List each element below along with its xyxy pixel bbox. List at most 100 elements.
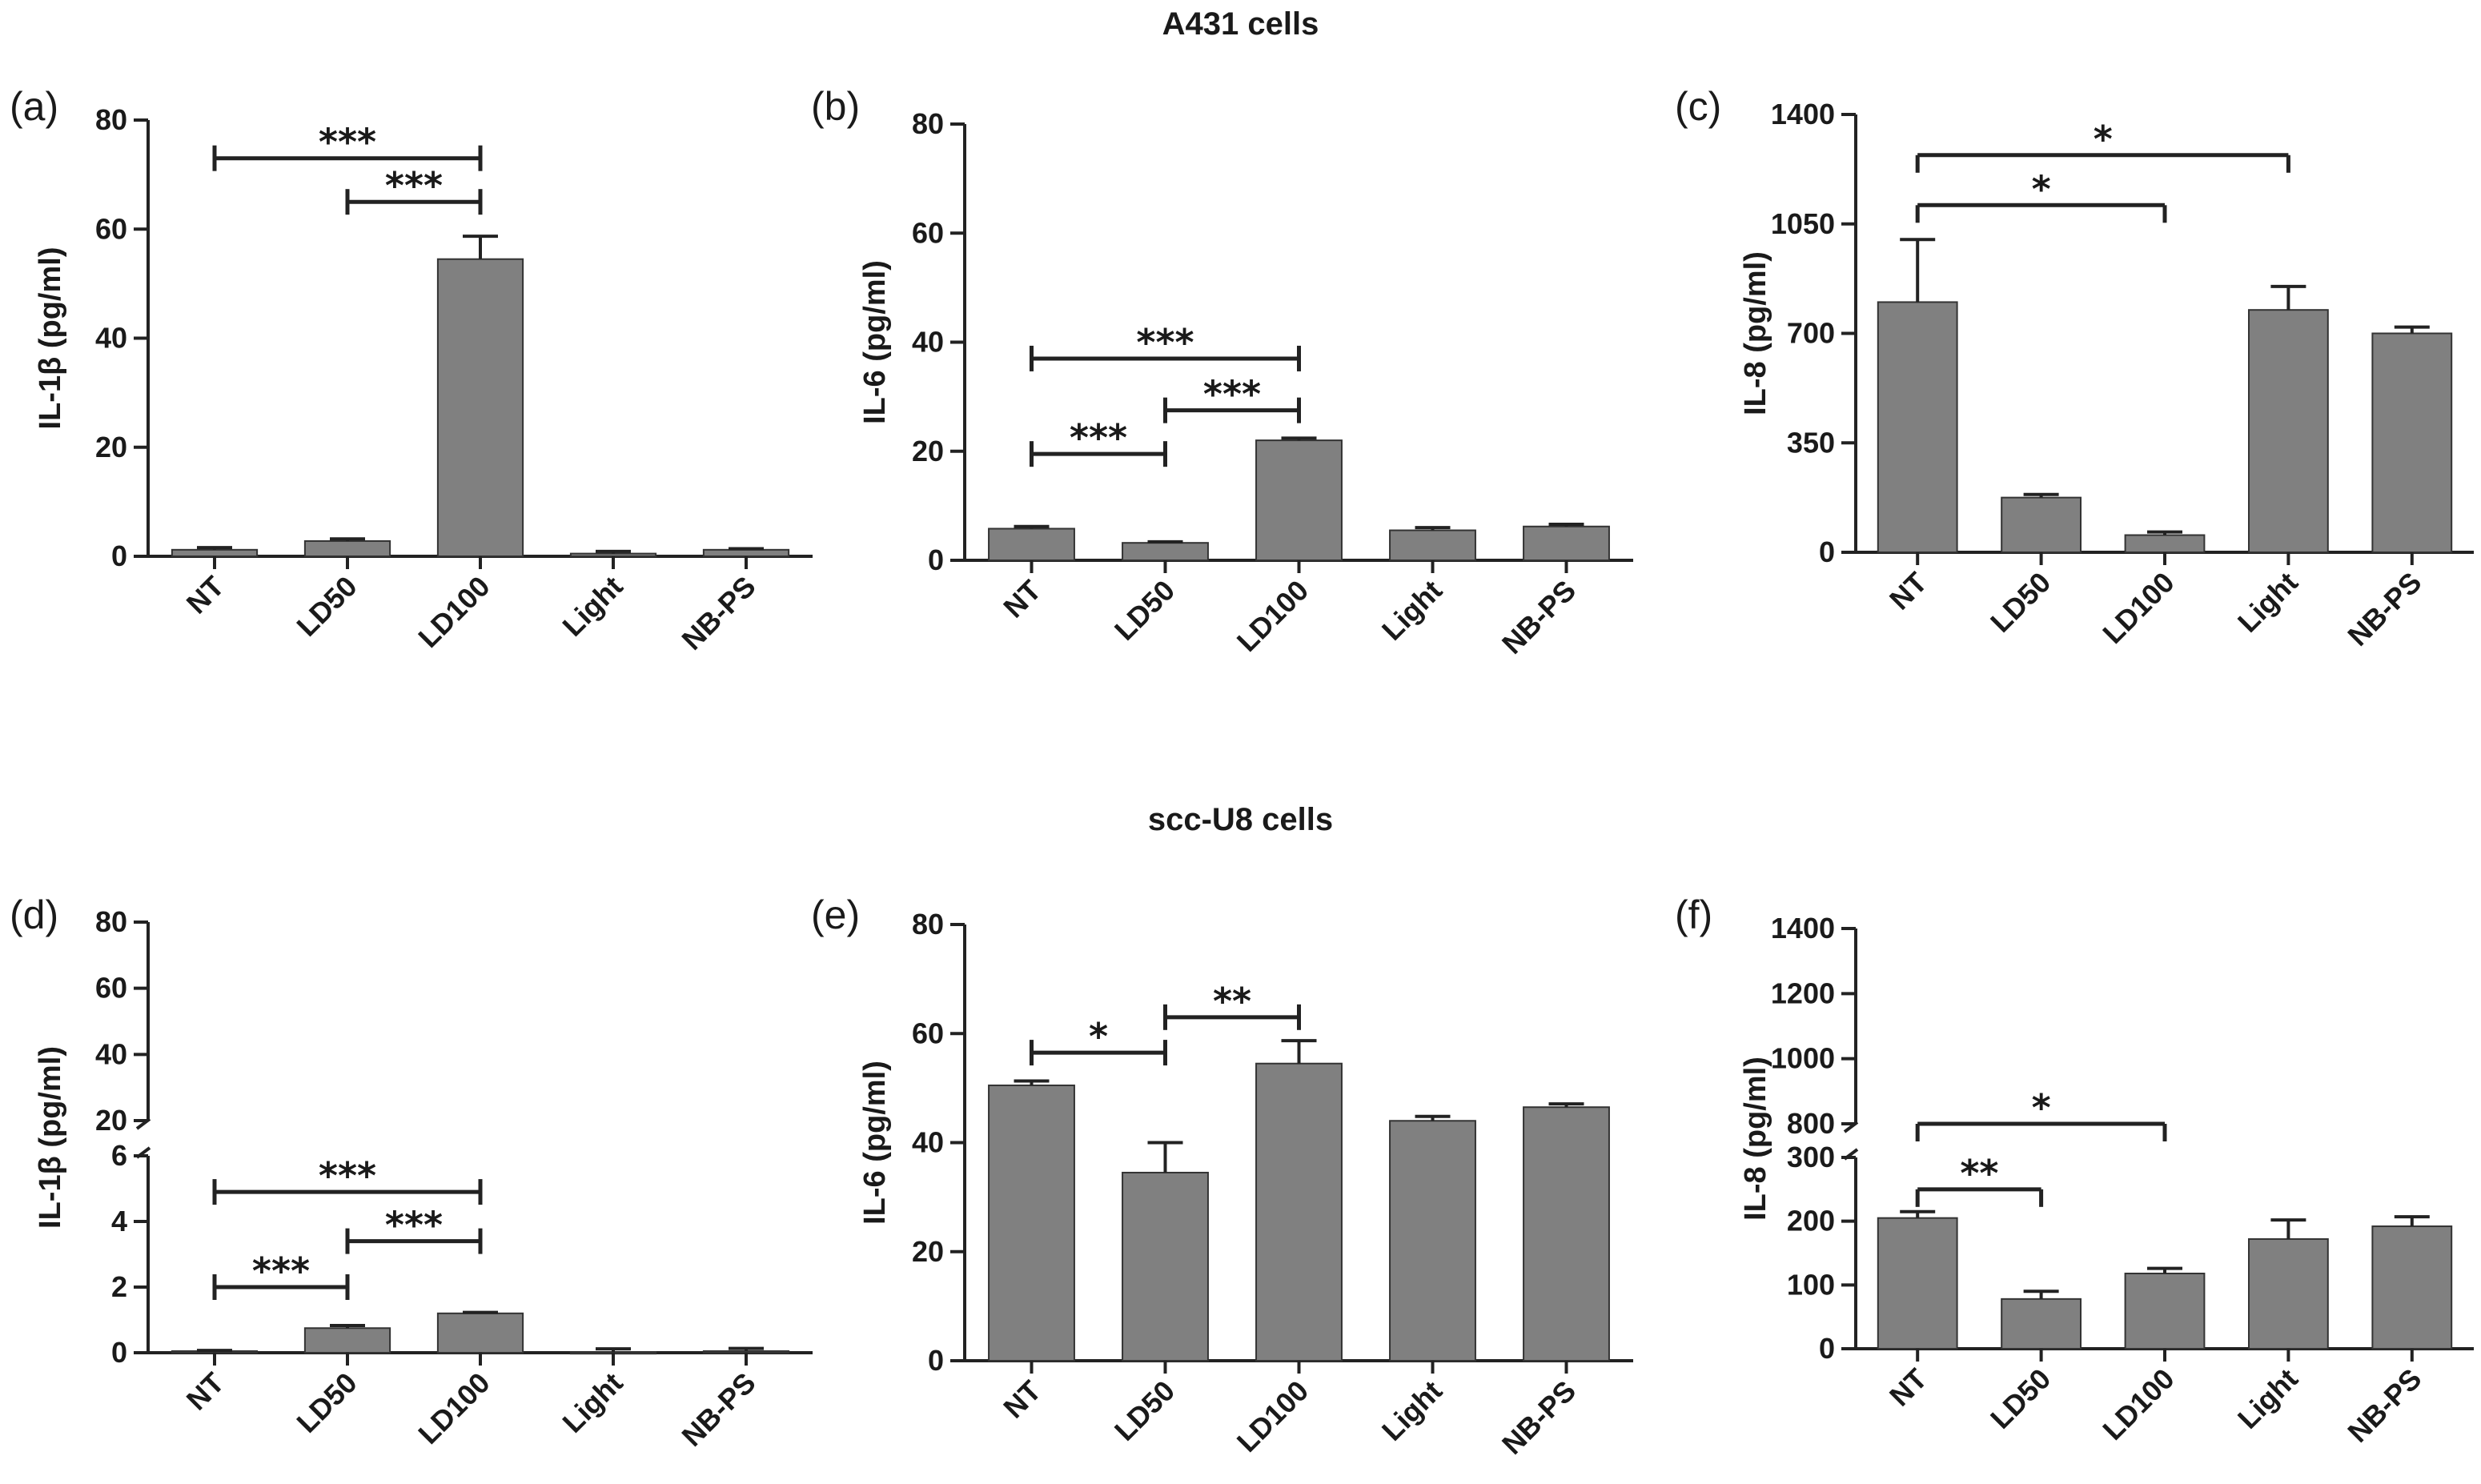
bar-ld50 xyxy=(2001,496,2082,553)
bar-nb-ps xyxy=(702,1350,790,1354)
y-axis-label: IL-6 (pg/ml) xyxy=(858,1061,892,1225)
x-tick-label: NB-PS xyxy=(2341,1362,2427,1449)
x-tick-label: NT xyxy=(180,570,231,620)
significance-label: *** xyxy=(319,121,376,164)
y-tick-label: 60 xyxy=(95,972,127,1005)
y-tick-label: 80 xyxy=(95,103,127,136)
bar-ld50 xyxy=(2001,1297,2082,1350)
bar-nt xyxy=(1877,1217,1958,1350)
y-tick-label: 40 xyxy=(95,1037,127,1070)
x-tick-label: NT xyxy=(997,1374,1047,1425)
x-tick-label: LD50 xyxy=(290,570,363,643)
y-tick-label: 0 xyxy=(1819,1332,1835,1365)
x-tick-label: NT xyxy=(1883,1362,1933,1413)
y-tick-label: 20 xyxy=(912,1235,944,1268)
y-tick-label: 1200 xyxy=(1771,977,1835,1009)
panel-label: (a) xyxy=(10,84,58,129)
x-tick-label: NT xyxy=(180,1366,231,1417)
x-tick-label: LD50 xyxy=(1108,1374,1181,1447)
x-tick-label: Light xyxy=(1375,1374,1448,1447)
x-tick-label: LD50 xyxy=(290,1366,363,1439)
y-tick-label: 40 xyxy=(912,1126,944,1159)
significance-label: * xyxy=(2032,1086,2051,1129)
significance-label: * xyxy=(2094,118,2113,161)
y-tick-label: 200 xyxy=(1787,1205,1835,1237)
bar-ld100 xyxy=(2124,534,2206,554)
y-tick-label: 80 xyxy=(95,905,127,938)
y-tick-label: 40 xyxy=(912,326,944,359)
y-tick-label: 0 xyxy=(111,1336,127,1369)
x-tick-label: NB-PS xyxy=(675,570,761,656)
bar-ld100 xyxy=(1255,439,1343,561)
bar-ld100 xyxy=(1255,1062,1343,1362)
y-tick-label: 1400 xyxy=(1771,912,1835,945)
significance-label: *** xyxy=(1203,373,1261,416)
x-tick-label: LD50 xyxy=(1984,566,2057,639)
bottom-section-title: scc-U8 cells xyxy=(1147,802,1334,837)
x-tick-label: LD100 xyxy=(1230,574,1315,658)
y-tick-label: 80 xyxy=(912,908,944,941)
bar-nb-ps xyxy=(2371,332,2453,553)
bar-nb-ps xyxy=(702,548,790,558)
x-tick-label: LD100 xyxy=(2096,1362,2180,1446)
bar-light xyxy=(2247,1237,2329,1350)
bar-nt xyxy=(171,548,259,558)
x-tick-label: Light xyxy=(556,570,628,643)
y-axis-label: IL-8 (pg/ml) xyxy=(1739,251,1772,415)
y-tick-label: 0 xyxy=(1819,535,1835,568)
y-tick-label: 1000 xyxy=(1771,1042,1835,1075)
panel-label: (f) xyxy=(1675,892,1712,937)
bar-ld100 xyxy=(436,1312,524,1354)
bar-light xyxy=(2247,309,2329,553)
x-tick-label: LD100 xyxy=(1230,1374,1315,1458)
top-section-title: A431 cells xyxy=(1162,6,1319,42)
y-tick-label: 100 xyxy=(1787,1268,1835,1301)
y-axis-label: IL-6 (pg/ml) xyxy=(858,260,892,424)
bar-nt xyxy=(988,1084,1075,1362)
significance-label: ** xyxy=(1213,980,1251,1023)
bar-nt xyxy=(1877,301,1958,553)
bar-nb-ps xyxy=(1523,1106,1610,1362)
y-axis-label: IL-1β (pg/ml) xyxy=(34,247,67,430)
significance-label: *** xyxy=(252,1249,310,1293)
bar-ld100 xyxy=(2124,1272,2206,1350)
y-tick-label: 700 xyxy=(1787,317,1835,350)
y-tick-label: 300 xyxy=(1787,1141,1835,1173)
bar-ld100 xyxy=(436,258,524,557)
y-tick-label: 0 xyxy=(111,539,127,572)
x-tick-label: NB-PS xyxy=(1495,1374,1582,1461)
y-tick-label: 800 xyxy=(1787,1107,1835,1140)
y-tick-label: 6 xyxy=(111,1139,127,1172)
y-tick-label: 20 xyxy=(95,1104,127,1137)
significance-label: * xyxy=(1089,1015,1108,1058)
bar-nt xyxy=(988,527,1075,561)
bar-ld50 xyxy=(1122,1171,1209,1362)
bar-nb-ps xyxy=(2371,1225,2453,1350)
significance-label: *** xyxy=(385,1204,443,1247)
significance-label: ** xyxy=(1960,1152,1998,1195)
panel-label: (d) xyxy=(10,892,58,937)
x-tick-label: Light xyxy=(1375,574,1448,647)
x-tick-label: LD100 xyxy=(411,1366,496,1450)
y-tick-label: 80 xyxy=(912,107,944,140)
significance-label: *** xyxy=(1136,321,1194,364)
bar-ld50 xyxy=(303,539,391,557)
y-tick-label: 0 xyxy=(928,1344,944,1377)
bar-nb-ps xyxy=(1523,525,1610,562)
y-tick-label: 1050 xyxy=(1771,207,1835,240)
bar-light xyxy=(1389,1120,1476,1362)
x-tick-label: NT xyxy=(997,574,1047,624)
x-tick-label: NB-PS xyxy=(675,1366,761,1453)
x-tick-label: NB-PS xyxy=(2341,566,2427,652)
x-tick-label: LD50 xyxy=(1984,1362,2057,1435)
bar-light xyxy=(569,552,657,557)
y-tick-label: 20 xyxy=(95,431,127,463)
y-axis-label: IL-8 (pg/ml) xyxy=(1739,1057,1772,1221)
x-tick-label: NB-PS xyxy=(1495,574,1582,660)
bar-ld50 xyxy=(1122,542,1209,562)
y-tick-label: 60 xyxy=(912,216,944,249)
x-tick-label: NT xyxy=(1883,566,1933,616)
significance-label: * xyxy=(2032,167,2051,211)
x-tick-label: LD50 xyxy=(1108,574,1181,647)
y-tick-label: 0 xyxy=(928,543,944,576)
